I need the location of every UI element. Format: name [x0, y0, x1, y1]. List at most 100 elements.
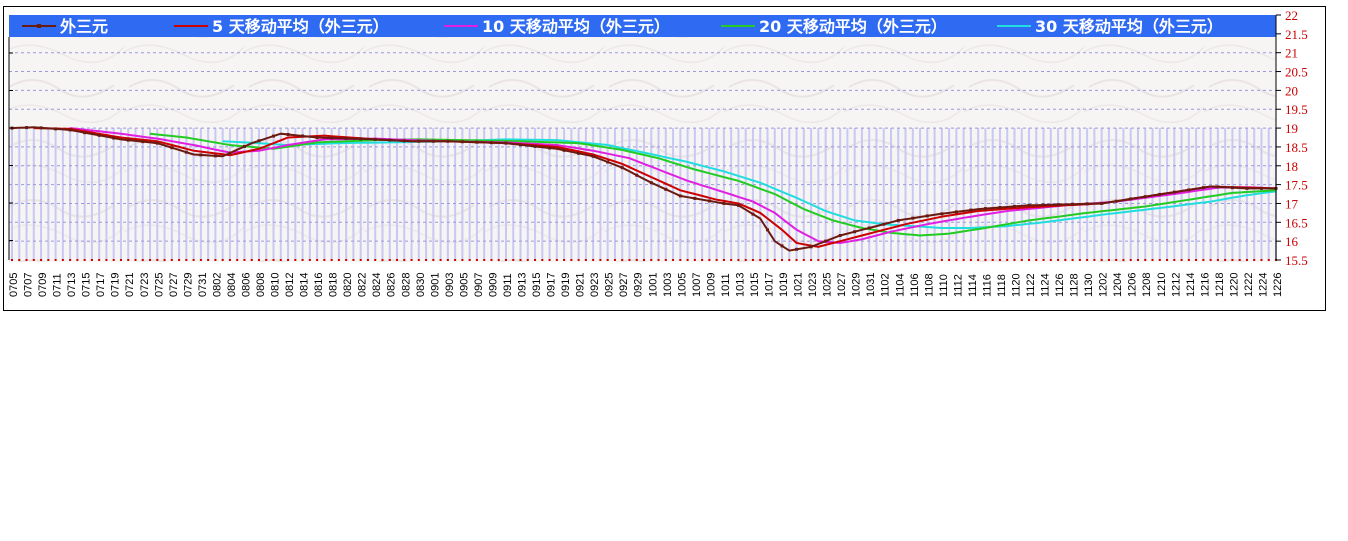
day-bar-tick	[1064, 259, 1067, 261]
series-point	[620, 166, 624, 170]
day-bar-tick	[1151, 259, 1154, 261]
series-point	[170, 146, 174, 150]
day-bar-tick	[831, 259, 834, 261]
day-bar-tick	[621, 259, 624, 261]
x-tick-label: 1226	[1272, 273, 1284, 297]
series-line	[149, 132, 1277, 237]
series-point	[228, 151, 232, 155]
day-bar-tick	[1245, 259, 1248, 261]
series-point	[112, 136, 116, 140]
x-tick-label: 1118	[996, 274, 1008, 297]
day-bar-tick	[32, 259, 35, 261]
day-bar-tick	[98, 259, 101, 261]
day-bar-tick	[839, 259, 842, 261]
day-bar-tick	[824, 259, 827, 261]
series-point	[301, 134, 305, 138]
series-point	[417, 139, 421, 143]
series-point	[649, 181, 653, 185]
x-tick-label: 0806	[240, 273, 252, 297]
day-bar-tick	[657, 259, 660, 261]
day-bar-tick	[853, 259, 856, 261]
x-tick-label: 1220	[1228, 273, 1240, 297]
series-point	[780, 244, 784, 248]
day-bar-tick	[504, 259, 507, 261]
x-tick-label: 1106	[909, 273, 921, 297]
day-bar-tick	[1216, 259, 1219, 261]
day-bar-tick	[795, 259, 798, 261]
x-tick-label: 0713	[66, 273, 78, 297]
x-tick-label: 0925	[604, 273, 616, 297]
series-point	[286, 132, 290, 136]
day-bar-tick	[1093, 259, 1096, 261]
day-bar-tick	[802, 259, 805, 261]
day-bar-tick	[236, 259, 239, 261]
series-point	[533, 144, 537, 148]
day-bar-tick	[584, 259, 587, 261]
x-tick-label: 1023	[807, 273, 819, 297]
day-bar-tick	[519, 259, 522, 261]
day-bar-tick	[1136, 259, 1139, 261]
day-bar-tick	[388, 259, 391, 261]
day-bar-tick	[170, 259, 173, 261]
x-tick-label: 0723	[139, 273, 151, 297]
series-point	[1042, 203, 1046, 207]
day-bar-tick	[25, 259, 28, 261]
x-tick-label: 0826	[386, 273, 398, 297]
series-point	[1071, 202, 1075, 206]
day-bar-tick	[701, 259, 704, 261]
legend-label: 10 天移动平均（外三元）	[482, 17, 670, 36]
day-bar-tick	[1057, 259, 1060, 261]
x-tick-label: 0818	[328, 273, 340, 297]
x-tick-label: 0915	[531, 273, 543, 297]
series-point	[39, 126, 43, 130]
series-point	[1056, 203, 1060, 207]
day-bar-tick	[192, 259, 195, 261]
day-bar-tick	[810, 259, 813, 261]
x-tick-label: 0824	[371, 273, 383, 297]
x-tick-label: 1116	[981, 274, 993, 297]
day-bar-tick	[613, 259, 616, 261]
x-tick-label: 1005	[676, 273, 688, 297]
x-tick-label: 1003	[662, 273, 674, 297]
day-bar-tick	[163, 259, 166, 261]
day-bar-tick	[330, 259, 333, 261]
x-tick-label: 1015	[749, 273, 761, 297]
series-point	[1143, 195, 1147, 199]
series-line	[222, 138, 1277, 229]
y-tick-label: 15.5	[1285, 253, 1308, 268]
x-tick-label: 1124	[1040, 273, 1052, 297]
day-bar-tick	[969, 259, 972, 261]
day-bar-tick	[737, 259, 740, 261]
series-point	[504, 141, 508, 145]
day-bar-tick	[279, 259, 282, 261]
y-tick-label: 16.5	[1285, 215, 1308, 230]
x-tick-label: 0929	[633, 273, 645, 297]
x-tick-label: 0812	[284, 273, 296, 297]
day-bar-tick	[773, 259, 776, 261]
x-tick-label: 1001	[647, 273, 659, 297]
day-bar-tick	[1035, 259, 1038, 261]
day-bar-tick	[1267, 259, 1270, 261]
day-bar-tick	[127, 259, 130, 261]
day-bar-tick	[90, 259, 93, 261]
series-point	[693, 196, 697, 200]
day-bar-tick	[1078, 259, 1081, 261]
series-point	[1114, 199, 1118, 203]
day-bar-tick	[555, 259, 558, 261]
x-tick-label: 0919	[560, 273, 572, 297]
day-bar-tick	[897, 259, 900, 261]
x-tick-label: 1013	[734, 273, 746, 297]
day-bar-tick	[272, 259, 275, 261]
day-bar-tick	[243, 259, 246, 261]
day-bar-tick	[948, 259, 951, 261]
day-bar-tick	[366, 259, 369, 261]
day-bar-tick	[766, 259, 769, 261]
day-bar-tick	[846, 259, 849, 261]
series-point	[1201, 186, 1205, 190]
x-tick-label: 1208	[1141, 273, 1153, 297]
x-tick-label: 0711	[52, 273, 64, 297]
y-axis: 15.5 16 16.5 17 17.5 18 18.5 19 19.5 20 20.5 21 21.5…	[8, 8, 1308, 268]
day-bar-tick	[156, 259, 159, 261]
x-tick-label: 0727	[168, 273, 180, 297]
day-bar-tick	[1071, 259, 1074, 261]
